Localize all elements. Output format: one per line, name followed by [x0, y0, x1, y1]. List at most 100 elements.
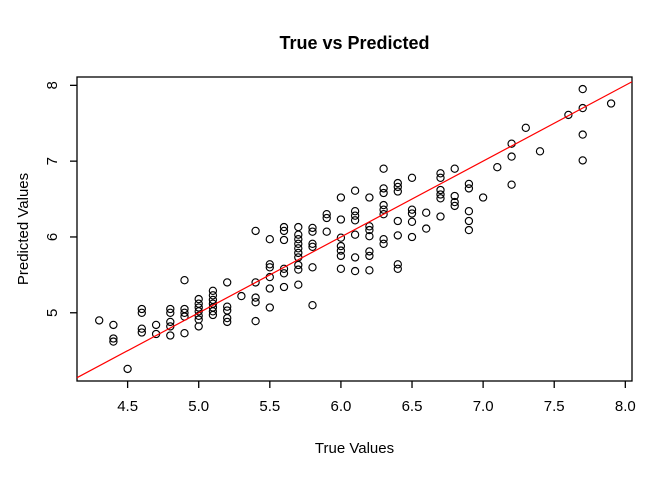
- scatter-point: [294, 260, 303, 270]
- scatter-point: [194, 303, 203, 312]
- scatter-point: [578, 84, 587, 94]
- scatter-point: [95, 316, 104, 325]
- y-axis-label: Predicted Values: [15, 173, 32, 285]
- scatter-point: [265, 263, 274, 272]
- scatter-point: [137, 308, 146, 317]
- scatter-point: [365, 222, 374, 231]
- scatter-point: [279, 222, 289, 232]
- x-axis-tick-label: 6.5: [402, 398, 423, 415]
- scatter-point: [393, 231, 402, 240]
- scatter-point: [251, 278, 260, 287]
- scatter-point: [166, 308, 175, 317]
- x-axis-tick-label: 4.5: [117, 398, 138, 415]
- scatter-point: [350, 216, 360, 225]
- scatter-point: [336, 251, 346, 261]
- scatter-point: [464, 225, 474, 235]
- scatter-point: [194, 294, 203, 304]
- scatter-point: [208, 291, 218, 300]
- scatter-point: [137, 324, 146, 333]
- scatter-point: [507, 152, 516, 161]
- scatter-point: [208, 307, 218, 316]
- scatter-point: [350, 211, 360, 220]
- x-axis-label: True Values: [315, 440, 394, 457]
- scatter-point: [109, 337, 118, 346]
- scatter-point: [109, 334, 118, 343]
- scatter-point: [308, 263, 317, 272]
- scatter-point: [265, 284, 274, 293]
- scatter-point: [279, 269, 289, 278]
- scatter-point: [265, 235, 274, 244]
- scatter-point: [422, 224, 431, 233]
- scatter-point: [393, 260, 402, 269]
- chart-title: True vs Predicted: [279, 33, 429, 53]
- scatter-point: [308, 301, 317, 310]
- scatter-point: [251, 226, 260, 236]
- scatter-point: [578, 103, 587, 113]
- scatter-point: [365, 251, 374, 261]
- scatter-point: [436, 194, 445, 203]
- scatter-point: [109, 320, 118, 330]
- scatter-point: [336, 246, 346, 255]
- scatter-point: [407, 173, 417, 182]
- scatter-point: [350, 266, 360, 276]
- scatter-point: [294, 265, 303, 274]
- scatter-point: [166, 304, 175, 314]
- scatter-point: [365, 232, 374, 241]
- y-axis: 5 6 7 8: [44, 81, 77, 317]
- scatter-point: [294, 239, 303, 248]
- scatter-point: [521, 123, 530, 132]
- scatter-point: [350, 253, 360, 262]
- y-axis-tick-label: 5: [44, 309, 61, 317]
- scatter-point: [294, 230, 303, 239]
- x-axis-tick-label: 5.5: [259, 398, 280, 415]
- scatter-point: [294, 244, 303, 253]
- scatter-point: [350, 186, 360, 195]
- scatter-point: [379, 188, 388, 198]
- scatter-point: [407, 217, 417, 226]
- identity-line: [76, 81, 633, 379]
- scatter-point: [294, 222, 303, 232]
- scatter-point: [365, 193, 374, 202]
- scatter-point: [379, 239, 388, 248]
- scatter-point: [464, 179, 474, 189]
- scatter-point: [251, 316, 260, 326]
- scatter-point: [336, 233, 346, 242]
- scatter-point: [379, 205, 388, 214]
- x-axis-tick-label: 6.0: [330, 398, 351, 415]
- scatter-point: [180, 308, 189, 317]
- scatter-point: [223, 302, 232, 311]
- points-layer: [95, 84, 616, 374]
- scatter-point: [322, 210, 331, 219]
- scatter-point: [379, 184, 388, 193]
- scatter-point: [294, 235, 303, 244]
- y-axis-tick-label: 6: [44, 233, 61, 241]
- scatter-point: [166, 331, 175, 340]
- scatter-point: [294, 248, 303, 258]
- scatter-point: [137, 304, 146, 314]
- scatter-point: [535, 147, 545, 156]
- scatter-point: [180, 276, 189, 285]
- scatter-point: [393, 216, 402, 226]
- scatter-point: [436, 169, 445, 178]
- scatter-point: [237, 291, 246, 301]
- scatter-point: [308, 227, 317, 236]
- scatter-point: [194, 322, 203, 331]
- x-axis-tick-label: 7.5: [544, 398, 565, 415]
- scatter-point: [251, 298, 260, 307]
- x-axis-tick-label: 7.0: [473, 398, 494, 415]
- scatter-point: [265, 303, 274, 312]
- scatter-point: [336, 215, 346, 224]
- scatter-point: [308, 223, 317, 233]
- scatter-point: [450, 164, 459, 173]
- scatter-point: [436, 212, 445, 221]
- x-axis-tick-label: 8.0: [615, 398, 636, 415]
- scatter-point: [322, 213, 331, 223]
- scatter-point: [450, 197, 459, 207]
- scatter-point: [350, 207, 360, 216]
- scatter-point: [507, 180, 516, 189]
- scatter-point: [208, 286, 218, 295]
- scatter-point: [379, 235, 388, 244]
- scatter-point: [464, 207, 474, 216]
- scatter-point: [407, 209, 417, 218]
- scatter-point: [464, 216, 474, 226]
